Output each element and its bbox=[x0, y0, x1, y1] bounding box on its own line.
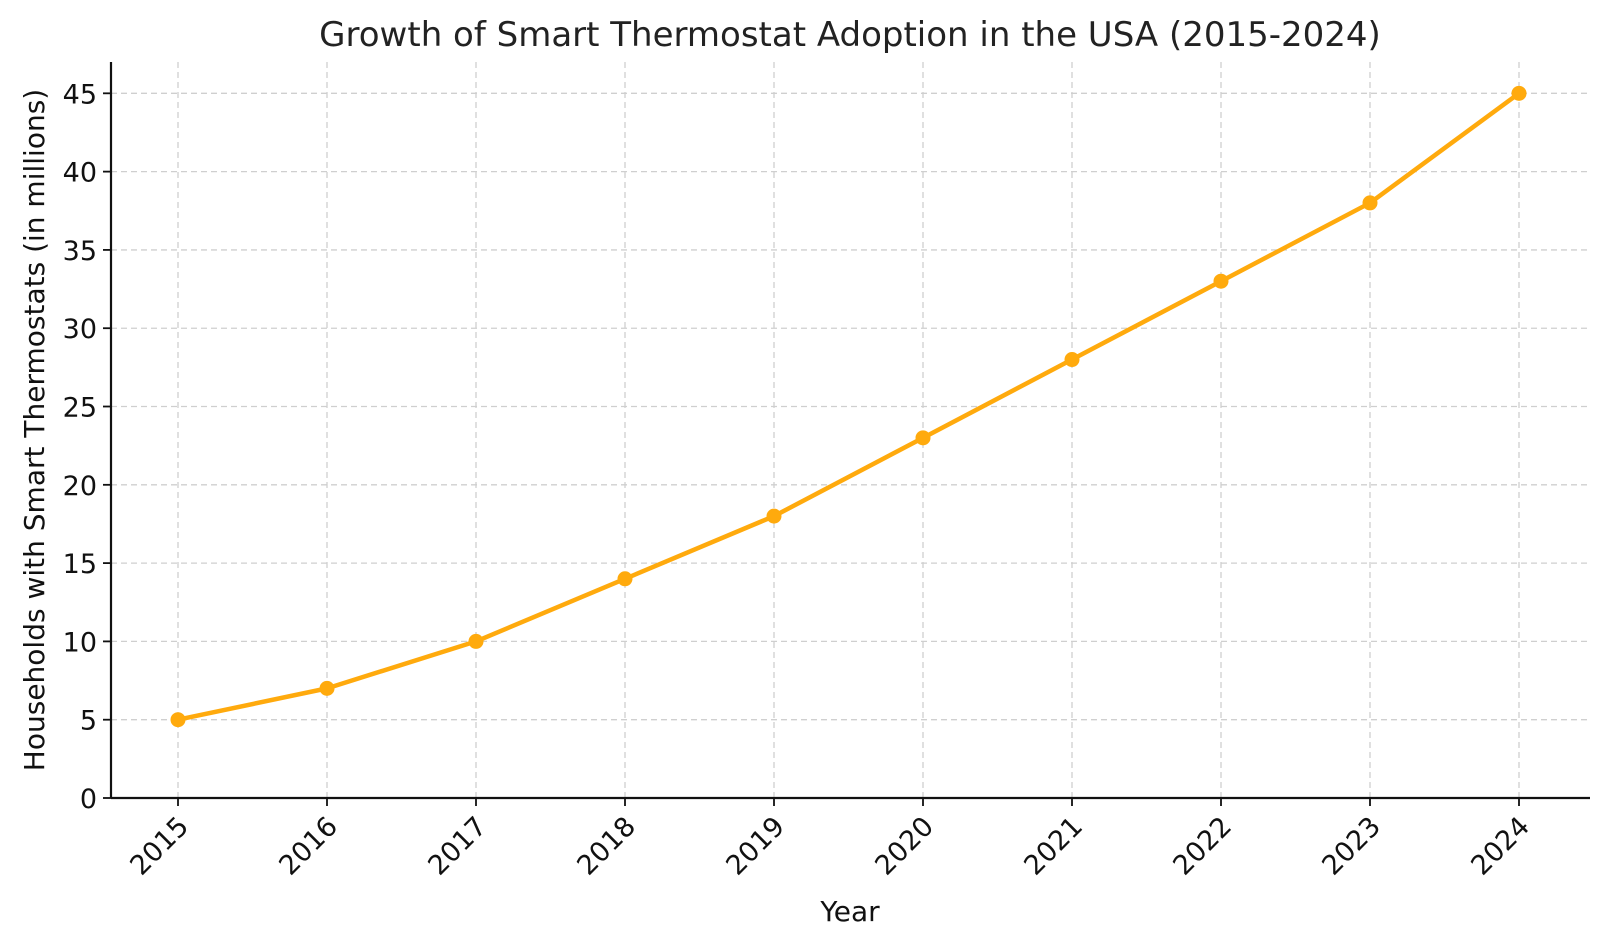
y-tick-label: 10 bbox=[63, 627, 97, 658]
series-line bbox=[175, 91, 1522, 722]
x-tick-label: 2016 bbox=[273, 811, 344, 882]
y-tick-label: 35 bbox=[63, 236, 97, 267]
x-tick-label: 2024 bbox=[1465, 811, 1536, 882]
y-tick-label: 40 bbox=[63, 158, 97, 189]
data-point bbox=[319, 680, 335, 696]
data-point bbox=[766, 508, 782, 524]
y-axis-ticks: 0 5 10 15 20 25 30 35 40 45 bbox=[63, 79, 111, 815]
data-point bbox=[170, 712, 186, 728]
data-point bbox=[468, 633, 484, 649]
data-point bbox=[1362, 195, 1378, 211]
x-tick-label: 2022 bbox=[1167, 811, 1238, 882]
x-tick-label: 2019 bbox=[720, 811, 791, 882]
data-point bbox=[1511, 85, 1527, 101]
x-tick-label: 2020 bbox=[869, 811, 940, 882]
y-tick-label: 25 bbox=[63, 393, 97, 424]
x-axis-ticks: 2015 2016 2017 2018 2019 2020 2021 2022 2023 2024 bbox=[124, 798, 1536, 882]
data-point bbox=[1064, 352, 1080, 368]
y-tick-label: 0 bbox=[80, 784, 97, 815]
data-point bbox=[915, 430, 931, 446]
chart-title: Growth of Smart Thermostat Adoption in t… bbox=[319, 15, 1381, 55]
y-tick-label: 5 bbox=[80, 706, 97, 737]
y-tick-label: 15 bbox=[63, 549, 97, 580]
data-point bbox=[617, 571, 633, 587]
x-axis-title: Year bbox=[819, 895, 880, 928]
x-tick-label: 2015 bbox=[124, 811, 195, 882]
axes bbox=[109, 62, 1590, 800]
x-tick-label: 2023 bbox=[1316, 811, 1387, 882]
y-tick-label: 30 bbox=[63, 314, 97, 345]
y-axis-title: Households with Smart Thermostats (in mi… bbox=[18, 89, 51, 771]
y-tick-label: 20 bbox=[63, 471, 97, 502]
data-point bbox=[1213, 273, 1229, 289]
grid bbox=[111, 62, 1590, 798]
series bbox=[170, 85, 1527, 728]
x-tick-label: 2017 bbox=[422, 811, 493, 882]
x-tick-label: 2018 bbox=[571, 811, 642, 882]
y-tick-label: 45 bbox=[63, 79, 97, 110]
x-tick-label: 2021 bbox=[1018, 811, 1089, 882]
